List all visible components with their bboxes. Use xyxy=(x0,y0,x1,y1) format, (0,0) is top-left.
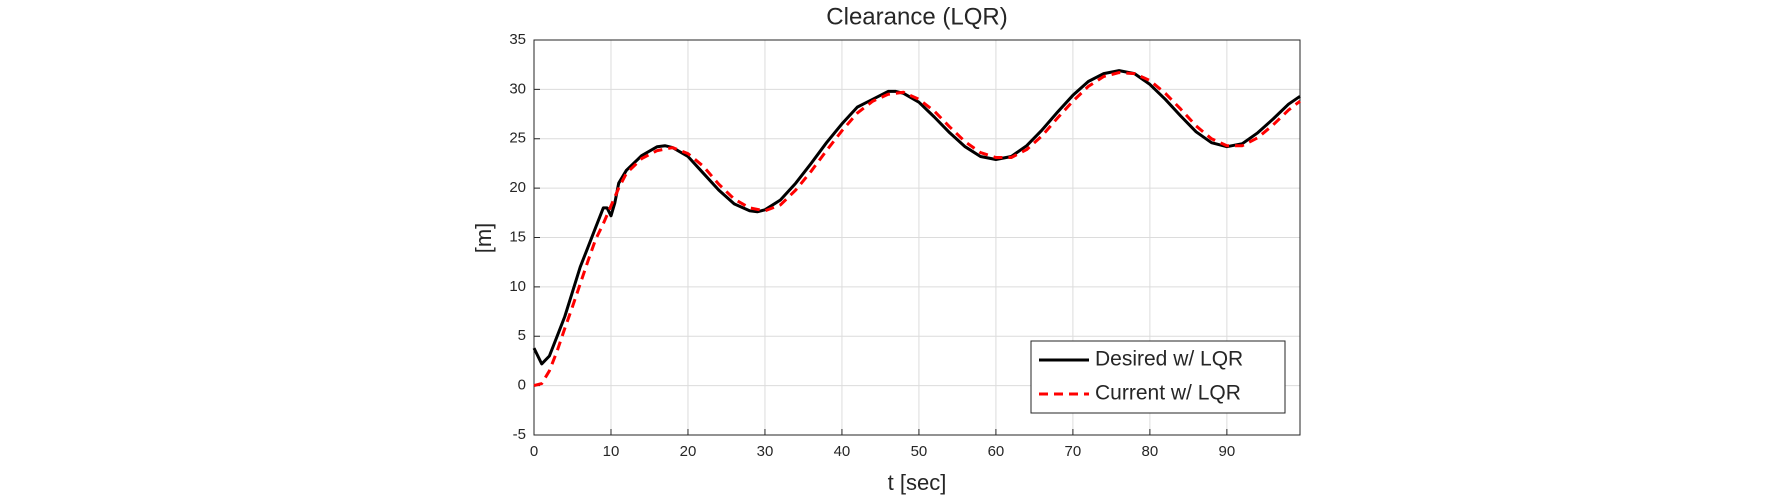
x-tick-label: 50 xyxy=(911,443,928,460)
chart-title: Clearance (LQR) xyxy=(826,3,1007,30)
x-tick-label: 30 xyxy=(757,443,774,460)
y-tick-label: 20 xyxy=(509,179,526,196)
y-tick-label: 10 xyxy=(509,278,526,295)
legend-label: Current w/ LQR xyxy=(1095,382,1241,405)
x-tick-label: 40 xyxy=(834,443,851,460)
y-tick-label: 5 xyxy=(518,327,526,344)
y-axis-label: [m] xyxy=(471,223,496,254)
series-line xyxy=(533,71,1301,388)
x-axis-label: t [sec] xyxy=(888,470,947,495)
y-tick-label: 0 xyxy=(518,377,526,394)
legend-box xyxy=(1030,340,1286,414)
y-tick-label: 30 xyxy=(509,80,526,97)
y-tick-label: -5 xyxy=(513,426,526,443)
x-tick-label: 80 xyxy=(1142,443,1159,460)
x-tick-label: 0 xyxy=(530,443,538,460)
x-tick-label: 70 xyxy=(1065,443,1082,460)
x-tick-label: 90 xyxy=(1219,443,1236,460)
y-tick-label: 25 xyxy=(509,130,526,147)
x-tick-label: 60 xyxy=(988,443,1005,460)
plot-frame xyxy=(533,39,1301,436)
x-tick-label: 20 xyxy=(680,443,697,460)
y-tick-label: 15 xyxy=(509,228,526,245)
x-tick-label: 10 xyxy=(603,443,620,460)
series-line xyxy=(532,69,1301,366)
legend-label: Desired w/ LQR xyxy=(1095,348,1243,371)
y-tick-label: 35 xyxy=(509,31,526,48)
